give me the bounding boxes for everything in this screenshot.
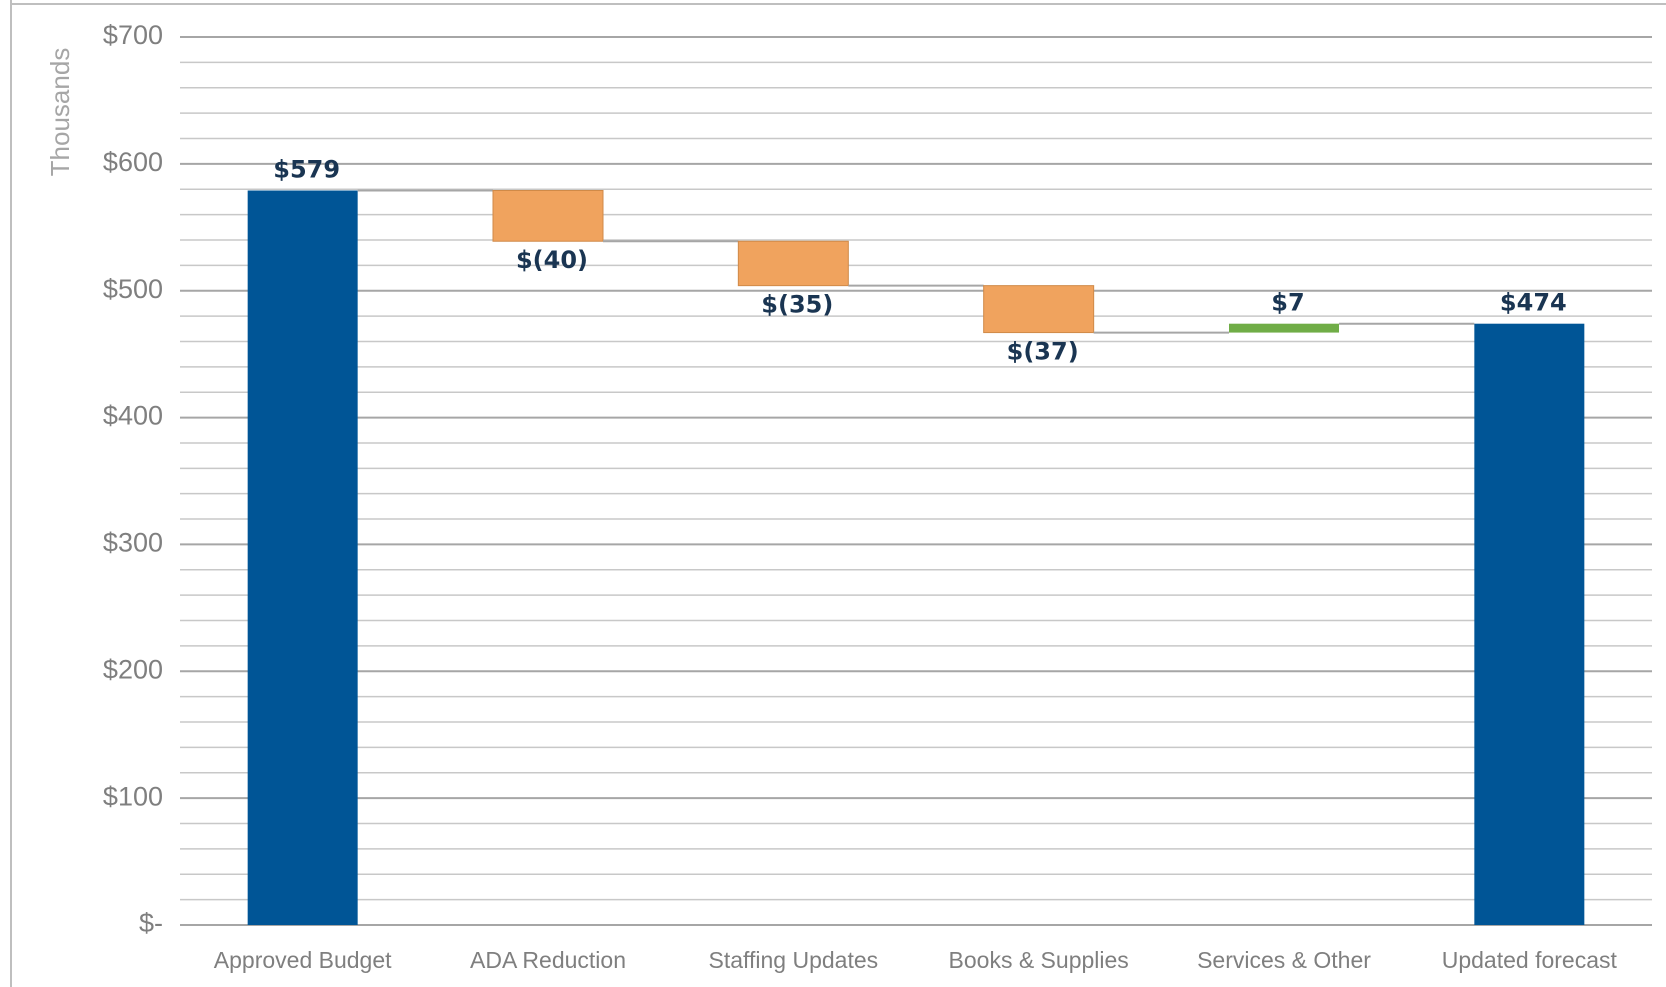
y-tick-label: $100	[103, 781, 163, 811]
bar	[1474, 323, 1585, 925]
y-tick-label: $700	[103, 20, 163, 50]
y-tick-label: $400	[103, 401, 163, 431]
data-label: $474	[1500, 289, 1567, 317]
bar	[983, 285, 1095, 334]
bar	[1229, 323, 1339, 333]
y-tick-label: $600	[103, 147, 163, 177]
y-axis-title: Thousands	[45, 48, 75, 177]
y-tick-label: $200	[103, 654, 163, 684]
x-tick-label: Services & Other	[1197, 947, 1371, 973]
data-label: $(40)	[516, 246, 588, 274]
data-label: $(35)	[761, 291, 833, 319]
data-label: $(37)	[1007, 338, 1079, 366]
y-tick-label: $-	[139, 908, 163, 938]
x-tick-label: Updated forecast	[1442, 947, 1618, 973]
data-label: $7	[1271, 289, 1304, 317]
bar	[737, 240, 849, 287]
y-tick-label: $500	[103, 274, 163, 304]
x-tick-label: ADA Reduction	[470, 947, 626, 973]
x-tick-label: Approved Budget	[214, 947, 392, 973]
y-tick-label: $300	[103, 528, 163, 558]
bar	[492, 189, 604, 242]
data-label: $579	[273, 155, 340, 183]
x-tick-label: Staffing Updates	[709, 947, 879, 973]
x-tick-label: Books & Supplies	[949, 947, 1129, 973]
bar	[247, 190, 358, 926]
